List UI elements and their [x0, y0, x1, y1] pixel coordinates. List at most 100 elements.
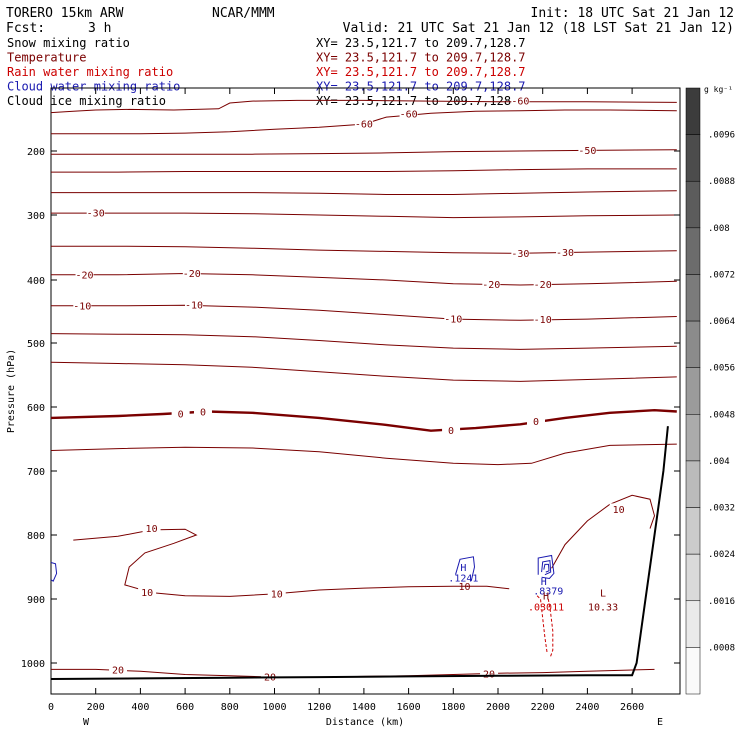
- colorbar-tick-label: .0056: [708, 364, 735, 374]
- org-label: NCAR/MMM: [212, 6, 275, 21]
- colorbar-tick-label: .0064: [708, 317, 735, 327]
- isotherm-label-bg: [354, 118, 373, 130]
- y-tick-label: 500: [27, 339, 45, 350]
- y-tick-label: 1000: [21, 659, 45, 670]
- isotherm-label: -20: [482, 280, 500, 291]
- colorbar-units: g kg⁻¹: [704, 85, 733, 94]
- legend-field-name: Cloud ice mixing ratio: [7, 94, 166, 108]
- isotherm-label-bg: [75, 268, 94, 280]
- isotherm-label: 10: [141, 588, 153, 599]
- isotherm-label: 0: [200, 408, 206, 419]
- isotherm-label: -60: [511, 97, 529, 108]
- isotherm-line: [51, 190, 677, 195]
- x-tick-label: 1800: [441, 702, 465, 713]
- isotherm-line: [51, 149, 677, 155]
- isotherm-label-bg: [267, 587, 286, 599]
- isotherm-label-bg: [142, 522, 161, 534]
- isotherm-label-bg: [109, 664, 128, 676]
- isotherm-label-bg: [182, 267, 201, 279]
- isotherm-label-bg: [556, 246, 575, 258]
- colorbar-tick-label: .0024: [708, 550, 735, 560]
- colorbar-segment: [685, 87, 701, 135]
- isotherm-line: [51, 245, 677, 254]
- extremum-label: .8379: [533, 587, 563, 598]
- cloud-water-line: [455, 556, 476, 582]
- isotherm-label-bg: [526, 415, 545, 427]
- cloud-water-line: [50, 562, 58, 582]
- isotherm-label-bg: [193, 406, 212, 418]
- extremum-label: H: [541, 577, 547, 588]
- isotherm-label-bg: [138, 586, 157, 598]
- cloud-water-contours: [50, 554, 555, 582]
- isotherm-label: -30: [556, 248, 574, 259]
- legend-field-name: Rain water mixing ratio: [7, 65, 173, 79]
- colorbar-tick-label: .0008: [708, 643, 735, 653]
- colorbar: .0096 .0088 .008 .0072 .0064 .0056 .0048 .004 .0…: [685, 87, 735, 695]
- east-label: E: [657, 717, 663, 728]
- x-tick-label: 400: [131, 702, 149, 713]
- colorbar-segment: [685, 274, 701, 322]
- rain-water-contours: [536, 595, 554, 657]
- isotherm-label: 0: [178, 410, 184, 421]
- legend-field-xy: XY= 23.5,121.7 to 209.7,128.7: [316, 65, 526, 79]
- isotherm-label: -20: [75, 270, 93, 281]
- isotherm-line: [50, 408, 677, 432]
- legend-field-name: Temperature: [7, 51, 86, 65]
- forecast-label: Fcst:: [6, 21, 45, 36]
- isotherm-label: 10: [271, 589, 283, 600]
- colorbar-segment: [685, 460, 701, 508]
- colorbar-tick-label: .0048: [708, 410, 735, 420]
- colorbar-segment: [685, 553, 701, 602]
- colorbar-tick-label: .0096: [708, 131, 735, 141]
- valid-time: Valid: 21 UTC Sat 21 Jan 12 (18 LST Sat …: [343, 21, 734, 36]
- isotherm-label-bg: [511, 95, 530, 107]
- colorbar-tick-label: .0072: [708, 270, 735, 280]
- isotherm-label-bg: [480, 667, 499, 679]
- rain-water-line: [547, 598, 554, 657]
- extremum-label: 10.33: [588, 603, 618, 614]
- extremum-label: 10: [458, 582, 470, 593]
- y-tick-label: 300: [27, 211, 45, 222]
- isotherm-label-bg: [171, 408, 190, 420]
- x-tick-label: 600: [176, 702, 194, 713]
- extremum-label: .03011: [528, 603, 564, 614]
- x-axis-ticks: 0 200 400 600 800 1000 1200 1400 1600 1800 2000 220…: [48, 88, 644, 713]
- isotherm-line: [50, 443, 677, 466]
- cloud-water-line: [537, 554, 555, 580]
- isotherm-line: [51, 168, 677, 173]
- isotherm-label-bg: [482, 278, 501, 290]
- colorbar-tick-label: .004: [708, 457, 730, 467]
- isotherm-line: [51, 212, 677, 219]
- isotherm-label: -10: [185, 301, 203, 312]
- legend-field-xy: XY= 23.5,121.7 to 209.7,128.7: [316, 36, 526, 50]
- west-label: W: [83, 717, 90, 728]
- cloud-water-line: [543, 563, 550, 573]
- isotherm-label-bg: [533, 278, 552, 290]
- x-axis-label: Distance (km): [326, 717, 404, 728]
- isotherm-label: -30: [87, 209, 105, 220]
- x-tick-label: 2400: [575, 702, 599, 713]
- isotherm-label-bg: [533, 313, 552, 325]
- y-tick-label: 800: [27, 531, 45, 542]
- cloud-water-line: [541, 560, 552, 576]
- isotherm-line: [51, 109, 677, 135]
- terrain-line: [50, 426, 669, 680]
- y-tick-label: 900: [27, 595, 45, 606]
- extremum-label: H: [460, 563, 466, 574]
- colorbar-tick-label: .008: [708, 224, 730, 234]
- terrain-profile: [50, 426, 669, 680]
- isotherm-label-bg: [511, 247, 530, 259]
- isotherm-label: 20: [112, 666, 124, 677]
- isotherm-line: [50, 333, 677, 350]
- colorbar-segment: [685, 320, 701, 368]
- init-time: Init: 18 UTC Sat 21 Jan 12: [531, 6, 735, 21]
- extremum-label: L: [600, 588, 606, 599]
- isotherm-label: 0: [533, 417, 539, 428]
- colorbar-segment: [685, 600, 701, 648]
- colorbar-segment: [685, 507, 701, 555]
- y-axis-label: Pressure (hPa): [6, 349, 17, 433]
- isotherm-line: [51, 304, 677, 321]
- isotherm-line: [73, 528, 510, 597]
